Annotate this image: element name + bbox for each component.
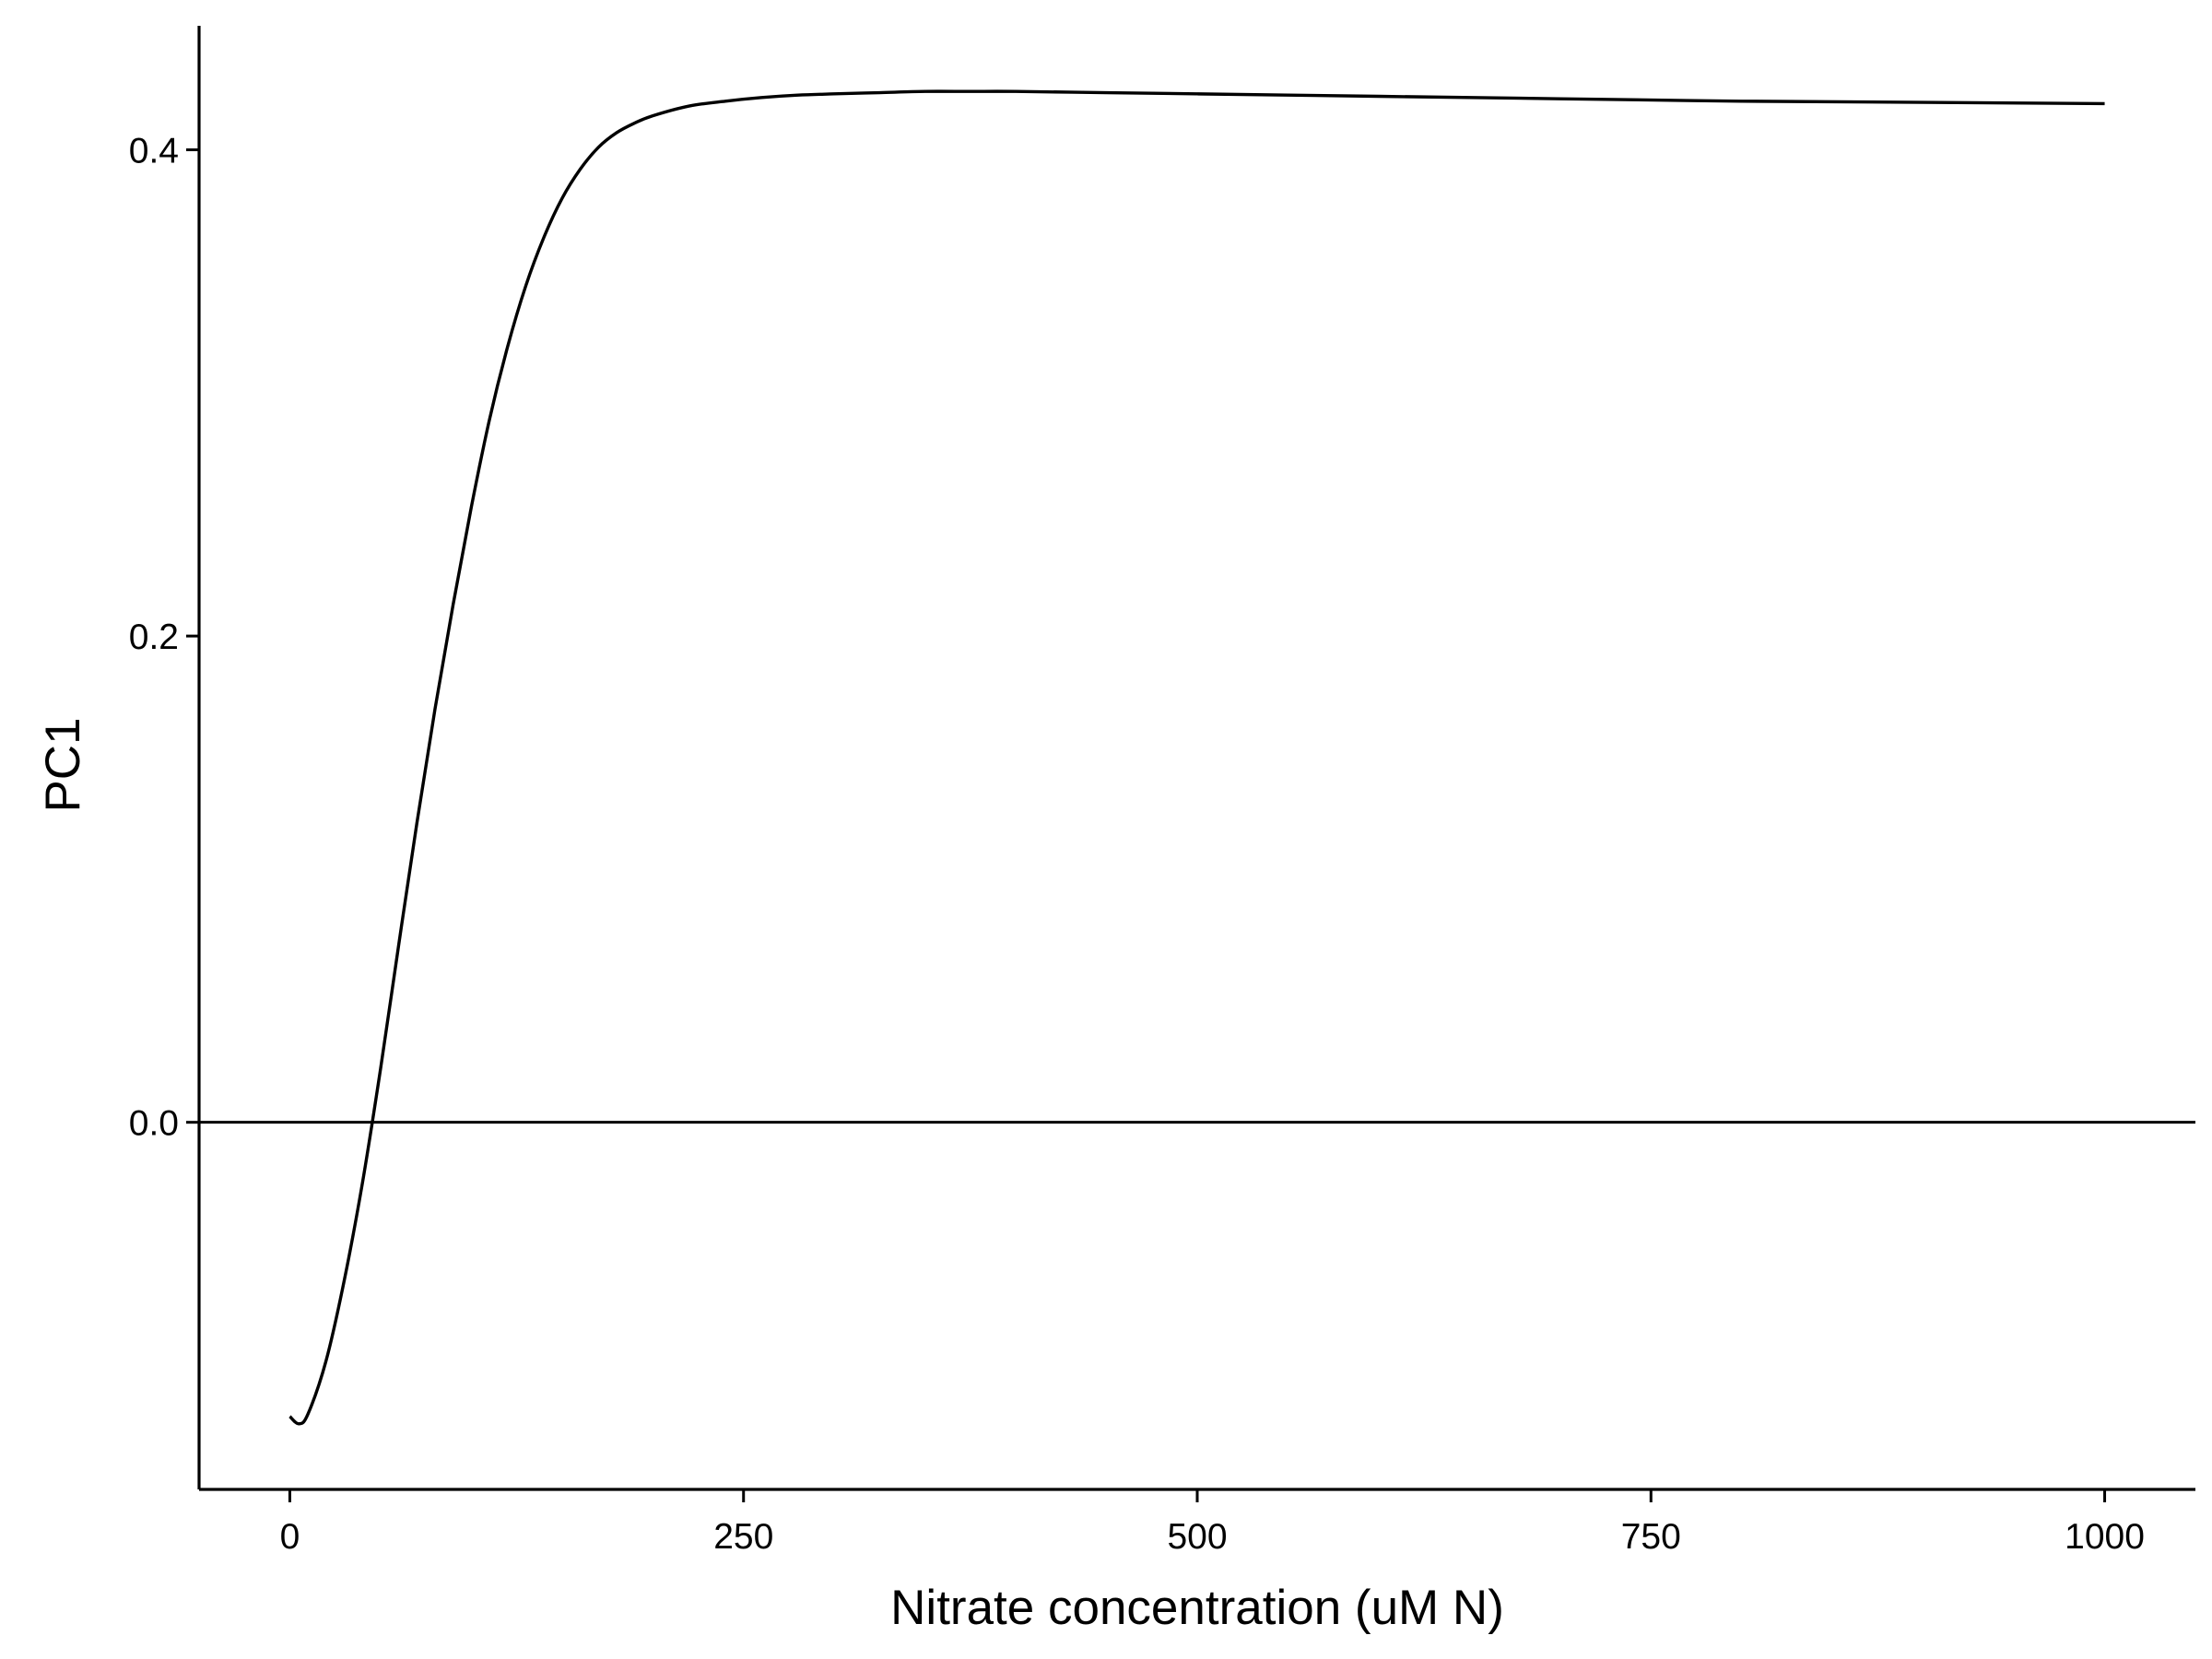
x-tick-label: 750 — [1621, 1517, 1681, 1557]
series-layer — [288, 89, 2105, 1426]
x-axis-title: Nitrate concentration (uM N) — [890, 1581, 1504, 1635]
y-axis: 0.0 0.2 0.4 — [129, 26, 201, 1489]
y-tick-label: 0.2 — [129, 618, 179, 657]
x-tick-label: 500 — [1167, 1517, 1227, 1557]
y-tick-label: 0.4 — [129, 132, 179, 171]
x-tick-label: 250 — [713, 1517, 773, 1557]
x-tick-label: 0 — [280, 1517, 300, 1557]
x-axis: 0 250 500 750 1000 — [199, 1488, 2195, 1557]
series-line-0 — [288, 89, 2105, 1426]
y-tick-label: 0.0 — [129, 1104, 179, 1144]
y-axis-title: PC1 — [36, 717, 90, 812]
x-tick-label: 1000 — [2065, 1517, 2145, 1557]
